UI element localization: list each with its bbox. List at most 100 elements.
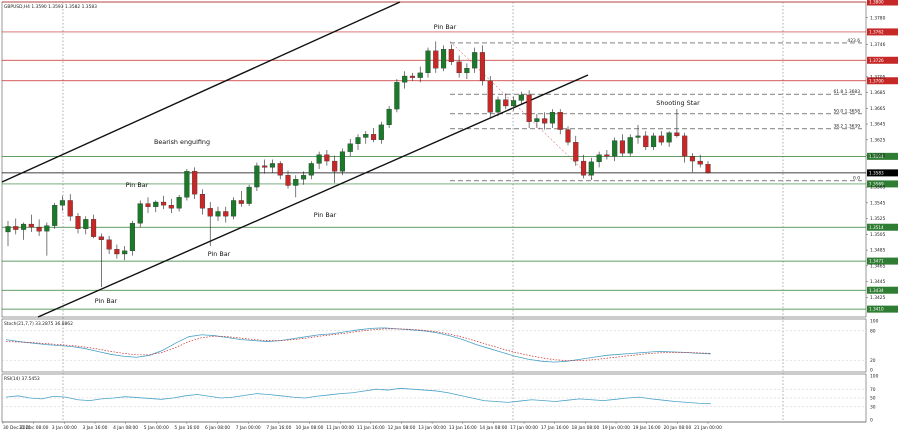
time-tick-label: 30 Dec 2021 <box>3 425 31 431</box>
candle-body <box>114 249 120 255</box>
candle-body <box>199 193 206 209</box>
candle-body <box>347 143 353 152</box>
candle-body <box>28 223 34 228</box>
candle-body <box>207 208 213 217</box>
candle-body <box>254 165 260 188</box>
time-tick-label: 12 Jan 08:00 <box>388 425 416 431</box>
candle-body <box>363 134 369 138</box>
time-tick-label: 13 Jan 00:00 <box>418 425 446 431</box>
candle-body <box>293 179 299 186</box>
candle-body <box>534 118 540 122</box>
candle-body <box>495 99 501 113</box>
time-tick-label: 3 Jan 00:00 <box>52 425 77 431</box>
candle-body <box>697 160 703 165</box>
stoch-axis-label: 100 <box>870 319 879 325</box>
price-level-tag-label: 1.3583 <box>869 170 884 175</box>
price-level-tag-label: 1.3700 <box>869 78 884 83</box>
symbol-info-label: GBPUSD,H4 1.3590 1.3593 1.3582 1.3583 <box>4 4 97 10</box>
candle-body <box>59 200 66 206</box>
stoch-main-line <box>5 327 712 363</box>
candle-body <box>90 219 97 237</box>
time-tick-label: 14 Jan 08:00 <box>480 425 508 431</box>
stoch-axis-label: 20 <box>870 358 876 364</box>
candle-body <box>518 94 524 101</box>
candle-body <box>627 137 633 154</box>
price-tick-label: 1.3605 <box>870 153 886 159</box>
candle-body <box>308 163 314 176</box>
candle-body <box>5 226 11 233</box>
candle-body <box>83 219 89 229</box>
candle-body <box>643 135 649 148</box>
candle-body <box>394 82 400 110</box>
candle-body <box>573 142 579 162</box>
rsi-axis-label: 30 <box>870 404 876 410</box>
price-tick-label: 1.3485 <box>870 248 886 254</box>
candle-body <box>510 100 517 107</box>
candle-body <box>433 50 439 69</box>
price-tick-label: 1.3525 <box>870 216 886 222</box>
candle-body <box>184 171 190 198</box>
candle-body <box>300 175 307 180</box>
rsi-line <box>5 387 712 405</box>
price-level-tag <box>867 257 898 265</box>
candle-body <box>44 225 50 232</box>
candle-body <box>20 223 27 230</box>
rsi-axis-label: 100 <box>870 374 879 380</box>
price-tick-label: 1.3780 <box>870 15 886 21</box>
time-tick-label: 11 Jan 16:00 <box>357 425 385 431</box>
candle-body <box>277 163 283 176</box>
time-tick-label: 6 Jan 08:00 <box>205 425 230 431</box>
candle-body <box>160 201 167 206</box>
candle-body <box>619 140 626 154</box>
candle-body <box>339 151 346 172</box>
main-price-pane: 1.3800 1.3762 1.3726 1.3700 1.3604 1.3583 1.35… <box>1 0 898 318</box>
candle-body <box>153 201 159 207</box>
price-level-tag-label: 1.3800 <box>869 0 884 5</box>
time-tick-label: 13 Jan 16:00 <box>449 425 477 431</box>
price-level-tag <box>867 286 898 294</box>
price-level-tag <box>867 77 898 85</box>
candle-body <box>526 94 532 122</box>
candle-body <box>13 226 19 230</box>
rsi-axis-label: 50 <box>870 396 876 402</box>
stochastic-pane: Stoch(21,7,7) 33.2875 36.8862 100 80 20 0 <box>1 318 879 374</box>
candle-body <box>557 112 563 130</box>
candle-body <box>705 164 711 174</box>
candle-body <box>604 154 610 157</box>
annotation-pin-bar-mid: Pin Bar <box>208 250 231 258</box>
candle-body <box>596 154 602 163</box>
price-level-tag <box>867 56 898 64</box>
candle-body <box>106 239 112 250</box>
candle-body <box>192 171 198 195</box>
candle-body <box>448 49 454 63</box>
candle-body <box>176 197 182 209</box>
candle-body <box>612 140 618 157</box>
candle-body <box>370 134 377 140</box>
candle-body <box>269 163 276 168</box>
price-level-tag <box>867 169 898 177</box>
price-tick-label: 1.3445 <box>870 279 886 285</box>
time-tick-label: 7 Jan 00:00 <box>236 425 261 431</box>
price-tick-label: 1.3565 <box>870 185 886 191</box>
candle-body <box>332 160 338 172</box>
fibonacci-level-label: 61.8 1.3683 <box>833 89 860 95</box>
price-tick-label: 1.3685 <box>870 90 886 96</box>
candle-body <box>36 227 42 232</box>
stoch-frame <box>1 318 867 373</box>
candle-body <box>440 49 447 69</box>
candle-body <box>316 154 322 164</box>
stoch-axis-label: 80 <box>870 328 876 334</box>
time-tick-label: 19 Jan 16:00 <box>633 425 661 431</box>
candle-body <box>487 80 493 113</box>
candle-body <box>635 135 641 138</box>
candle-body <box>542 118 548 124</box>
price-level-tag-label: 1.3569 <box>869 182 884 187</box>
price-level-tag <box>867 152 898 160</box>
price-tick-label: 1.3545 <box>870 200 886 206</box>
fibonacci-level-label: 38.2 1.3639 <box>833 124 860 130</box>
price-level-tag <box>867 180 898 188</box>
candle-body <box>122 250 128 255</box>
time-tick-label: 20 Jan 08:00 <box>663 425 691 431</box>
